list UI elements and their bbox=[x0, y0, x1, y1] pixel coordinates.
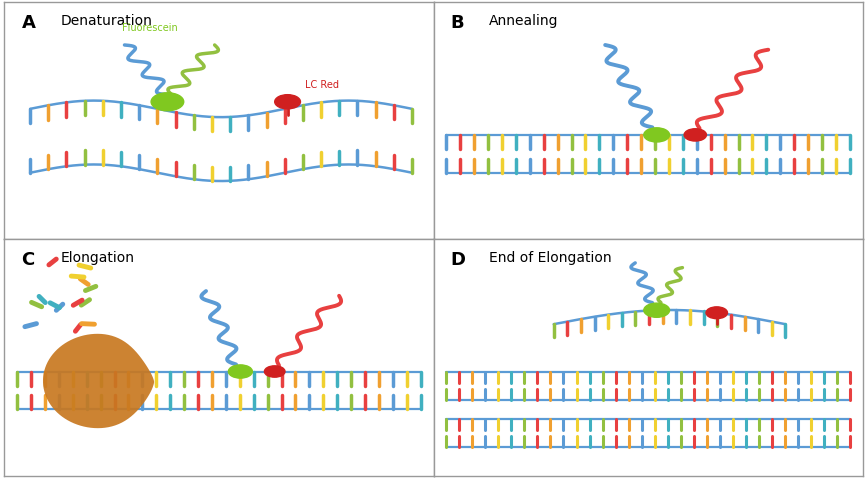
Text: LC Red: LC Red bbox=[305, 80, 339, 90]
Circle shape bbox=[684, 129, 707, 141]
Text: End of Elongation: End of Elongation bbox=[489, 251, 612, 265]
Text: C: C bbox=[22, 251, 35, 269]
Text: Fluorescein: Fluorescein bbox=[122, 23, 178, 33]
Text: Denaturation: Denaturation bbox=[60, 14, 152, 28]
Circle shape bbox=[275, 95, 301, 109]
Circle shape bbox=[644, 303, 669, 317]
Text: A: A bbox=[22, 14, 36, 32]
PathPatch shape bbox=[43, 334, 154, 428]
Text: D: D bbox=[451, 251, 466, 269]
Circle shape bbox=[706, 307, 727, 319]
Circle shape bbox=[151, 93, 184, 111]
Text: Elongation: Elongation bbox=[60, 251, 134, 265]
Circle shape bbox=[644, 128, 669, 142]
Circle shape bbox=[228, 365, 252, 378]
Text: B: B bbox=[451, 14, 465, 32]
Text: Annealing: Annealing bbox=[489, 14, 559, 28]
Circle shape bbox=[264, 366, 285, 377]
